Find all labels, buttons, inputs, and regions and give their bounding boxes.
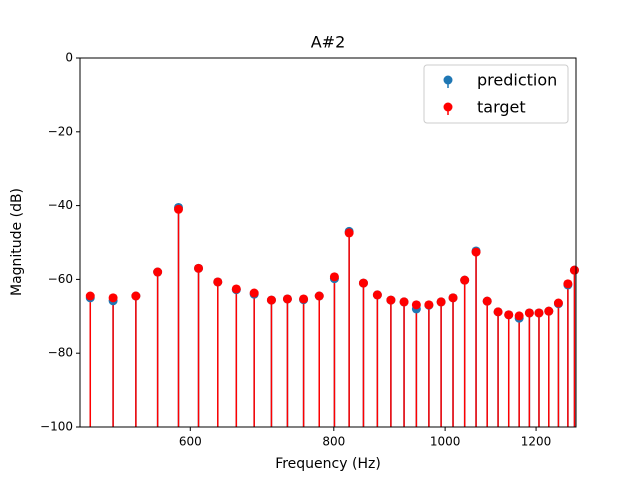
stem-marker (424, 300, 434, 310)
legend-marker (443, 102, 453, 112)
stem-marker (174, 204, 184, 214)
y-tick-label: −60 (48, 272, 73, 286)
stem-marker (358, 278, 368, 288)
legend-label: target (477, 98, 526, 117)
stem-marker (460, 275, 470, 285)
stem-marker (299, 294, 309, 304)
stem-marker (386, 295, 396, 305)
stem-marker (544, 306, 554, 316)
y-tick-label: −40 (48, 198, 73, 212)
stem-marker (153, 267, 163, 277)
stem-marker (329, 272, 339, 282)
legend-label: prediction (477, 71, 557, 90)
stem-marker (524, 308, 534, 318)
stem-marker (471, 247, 481, 257)
stem-marker (493, 307, 503, 317)
x-tick-label: 1200 (521, 435, 552, 449)
stem-marker (399, 297, 409, 307)
stem-marker (282, 294, 292, 304)
stem-marker (553, 298, 563, 308)
stem-marker (108, 293, 118, 303)
stem-marker (249, 288, 259, 298)
x-axis-label: Frequency (Hz) (275, 456, 381, 472)
stem-marker (372, 290, 382, 300)
chart-title: A#2 (311, 33, 346, 52)
stem-marker (411, 300, 421, 310)
legend-box (423, 64, 569, 124)
plot-frame (79, 57, 577, 428)
stem-marker (569, 265, 579, 275)
stem-marker (344, 228, 354, 238)
stem-marker (314, 291, 324, 301)
stem-marker (231, 284, 241, 294)
y-tick-label: 0 (65, 51, 73, 65)
stem-marker (563, 279, 573, 289)
stem-marker (213, 277, 223, 287)
stem-marker (534, 308, 544, 318)
stem-marker (266, 295, 276, 305)
stem-marker (194, 263, 204, 273)
stem-marker (85, 291, 95, 301)
stem-marker (514, 311, 524, 321)
stem-marker (448, 293, 458, 303)
y-tick-label: −100 (40, 420, 73, 434)
y-tick-label: −80 (48, 346, 73, 360)
y-axis-label: Magnitude (dB) (9, 188, 25, 296)
legend-marker (443, 75, 453, 85)
x-tick-label: 1000 (430, 435, 461, 449)
stem-marker (436, 297, 446, 307)
stem-marker (504, 310, 514, 320)
stem-marker (482, 296, 492, 306)
x-tick-label: 600 (179, 435, 202, 449)
x-tick-label: 800 (322, 435, 345, 449)
stem-marker (131, 291, 141, 301)
y-tick-label: −20 (48, 124, 73, 138)
